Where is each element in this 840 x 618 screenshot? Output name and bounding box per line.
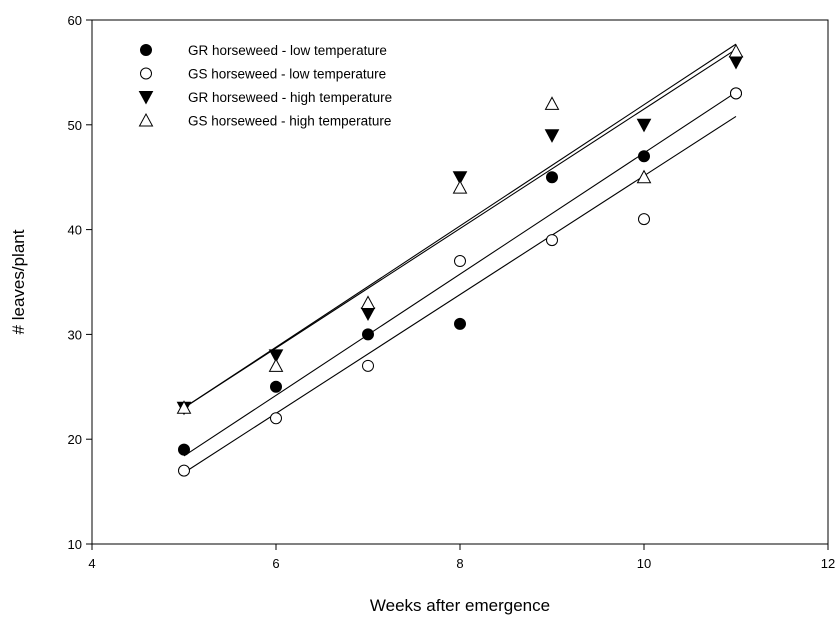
data-point	[546, 234, 558, 247]
data-point	[176, 400, 192, 414]
y-tick-label: 40	[68, 223, 82, 238]
fit-line	[183, 115, 737, 474]
data-point	[270, 412, 282, 425]
data-point	[452, 171, 468, 185]
legend-label: GS horseweed - high temperature	[188, 114, 391, 129]
fit-line	[183, 48, 737, 409]
data-point	[730, 87, 742, 100]
y-tick-label: 50	[68, 118, 82, 133]
data-point	[728, 55, 744, 70]
data-point	[454, 317, 466, 330]
x-tick-label: 6	[272, 556, 279, 571]
data-point	[636, 169, 652, 184]
y-tick-label: 30	[68, 327, 82, 342]
data-point	[362, 328, 374, 341]
data-point	[360, 295, 376, 309]
data-point	[638, 213, 650, 226]
data-point	[360, 307, 376, 321]
data-point	[544, 129, 560, 143]
data-point	[452, 180, 468, 194]
data-point	[268, 358, 284, 372]
data-point	[638, 150, 650, 163]
legend-marker	[140, 44, 152, 56]
x-tick-label: 4	[88, 556, 95, 571]
fit-line	[183, 91, 737, 457]
x-axis: 4 6 8 10 12	[88, 544, 835, 571]
x-tick-label: 12	[821, 556, 835, 571]
y-axis: 10 20 30 40 50 60	[68, 13, 92, 552]
y-tick-label: 60	[68, 13, 82, 28]
data-point	[178, 443, 190, 456]
data-point	[728, 43, 744, 58]
data-point	[270, 380, 282, 393]
x-tick-label: 10	[637, 556, 651, 571]
data-point	[544, 96, 560, 110]
legend-label: GR horseweed - high temperature	[188, 90, 392, 105]
data-point	[268, 349, 284, 363]
data-point	[454, 255, 466, 268]
fit-line	[183, 43, 737, 409]
y-tick-label: 10	[68, 537, 82, 552]
x-axis-title: Weeks after emergence	[370, 596, 550, 615]
legend-marker	[140, 67, 152, 80]
data-points	[176, 43, 744, 477]
data-point	[636, 118, 652, 133]
legend-marker	[138, 112, 154, 127]
y-tick-label: 20	[68, 432, 82, 447]
data-point	[546, 171, 558, 184]
x-tick-label: 8	[456, 556, 463, 571]
legend: GR horseweed - low temperature GS horsewe…	[138, 43, 392, 129]
y-axis-title: # leaves/plant	[9, 229, 28, 334]
legend-marker	[138, 91, 154, 105]
data-point	[362, 359, 374, 372]
legend-label: GR horseweed - low temperature	[188, 43, 387, 58]
legend-label: GS horseweed - low temperature	[188, 67, 386, 82]
data-point	[178, 464, 190, 477]
